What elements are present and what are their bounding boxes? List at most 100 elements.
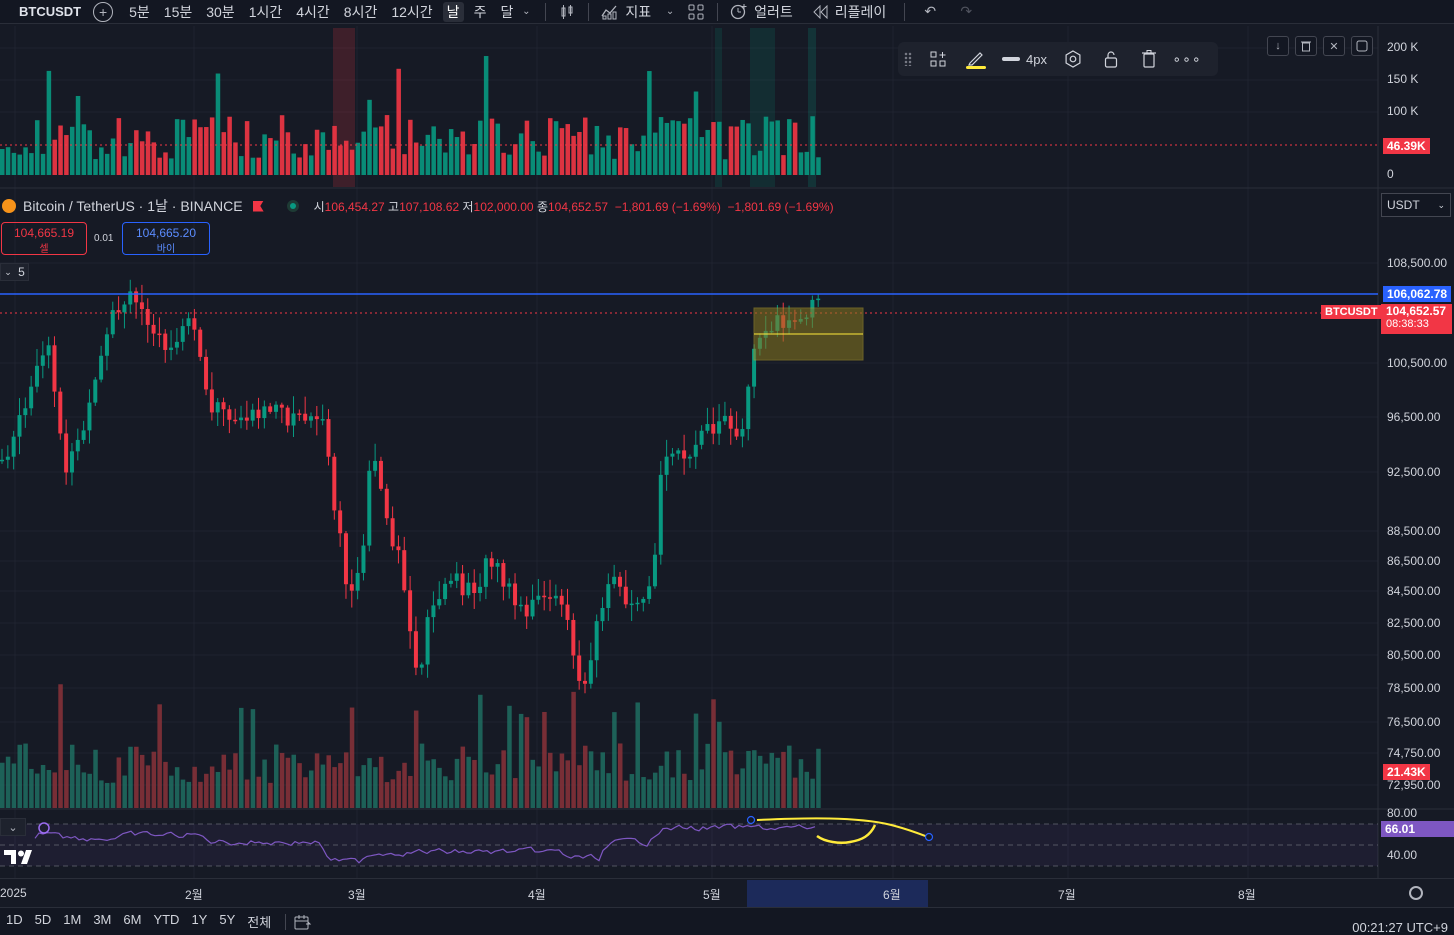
rsi-line [34, 823, 816, 864]
axis-label: 150 K [1387, 72, 1419, 86]
range-button-5[interactable]: YTD [153, 912, 180, 927]
clock-timezone[interactable]: 00:21:27 UTC+9 [1352, 920, 1448, 935]
candle-body [215, 402, 220, 413]
redo-icon[interactable]: ↷ [960, 3, 973, 19]
candle-body [186, 318, 191, 327]
time-axis[interactable]: 2025 2월 3월 4월 5월 6월 7월 8월 [0, 878, 1454, 907]
last-price: 104,652.57 [1386, 304, 1447, 318]
pencil-color-icon[interactable] [964, 47, 988, 71]
go-to-date-icon[interactable] [294, 914, 312, 930]
chevron-down-icon[interactable]: ⌄ [522, 6, 531, 17]
indicator-collapse-button[interactable]: ⌄ 5 [0, 263, 29, 281]
volume-overlay-bar [110, 782, 116, 808]
volume-overlay-bar [466, 756, 471, 808]
interval-1[interactable]: 15분 [163, 3, 193, 20]
rsi-collapse-button[interactable]: ⌄ [0, 818, 26, 836]
interval-4[interactable]: 4시간 [296, 3, 330, 20]
axis-label: 74,750.00 [1387, 746, 1441, 760]
volume-overlay-bar [169, 775, 174, 808]
range-button-4[interactable]: 6M [123, 912, 142, 927]
candle-body [693, 444, 698, 457]
interval-3[interactable]: 1시간 [248, 3, 283, 20]
range-button-3[interactable]: 3M [93, 912, 112, 927]
lock-icon[interactable] [1099, 47, 1123, 71]
more-options-icon[interactable]: ∘∘∘ [1172, 50, 1202, 67]
drag-handle-icon[interactable] [904, 52, 912, 66]
volume-bar [373, 127, 378, 175]
volume-bar [816, 157, 821, 175]
volume-overlay-bar [693, 713, 699, 808]
delete-pane-icon[interactable] [1295, 36, 1317, 56]
tradingview-logo[interactable] [4, 849, 38, 870]
replay-icon[interactable] [809, 2, 831, 22]
axis-label: 92,500.00 [1387, 465, 1441, 479]
candle-body [513, 583, 518, 606]
legend-title[interactable]: Bitcoin / TetherUS · 1날 · BINANCE [23, 198, 243, 214]
volume-bar [483, 56, 489, 176]
interval-2[interactable]: 30분 [206, 3, 235, 20]
line-width-picker[interactable]: 4px [1002, 52, 1047, 67]
volume-bar [641, 135, 646, 175]
volume-bar [402, 154, 407, 175]
candle-body [29, 386, 34, 409]
interval-0[interactable]: 5분 [129, 3, 150, 20]
candle-body [157, 333, 162, 336]
volume-bar [314, 129, 320, 175]
interval-9[interactable]: 달 [500, 3, 514, 20]
alert-button[interactable]: 얼러트 [754, 3, 793, 20]
range-button-8[interactable]: 전체 [247, 915, 272, 930]
compare-add-icon[interactable]: + [93, 1, 114, 22]
interval-6[interactable]: 12시간 [391, 3, 433, 20]
candle-body [542, 595, 547, 598]
interval-5[interactable]: 8시간 [343, 3, 378, 20]
indicators-button[interactable]: 지표 [625, 3, 652, 20]
interval-7[interactable]: 날 [442, 1, 464, 22]
volume-bar [448, 129, 454, 175]
interval-8[interactable]: 주 [473, 3, 487, 20]
undo-icon[interactable]: ↶ [924, 3, 937, 19]
range-button-6[interactable]: 1Y [191, 912, 208, 927]
range-button-0[interactable]: 1D [6, 912, 23, 927]
alert-clock-icon[interactable] [728, 2, 750, 22]
settings-gear-icon[interactable] [1061, 47, 1085, 71]
chevron-down-icon[interactable]: ⌄ [665, 6, 675, 17]
candle-body [559, 595, 564, 605]
range-button-7[interactable]: 5Y [219, 912, 236, 927]
volume-overlay-bar [542, 711, 547, 808]
collapse-pane-icon[interactable]: ✕ [1323, 36, 1345, 56]
trash-icon[interactable] [1137, 47, 1161, 71]
candle-body [577, 655, 582, 681]
range-button-1[interactable]: 5D [34, 912, 52, 927]
volume-bar [693, 91, 699, 175]
buy-price: 104,665.20 [135, 226, 197, 240]
volume-overlay-bar [198, 781, 203, 808]
flag-icon[interactable] [252, 200, 264, 212]
volume-bar [34, 120, 40, 175]
chart-settings-icon[interactable] [1409, 886, 1423, 900]
volume-bar [717, 121, 722, 175]
volume-overlay-bar [244, 779, 250, 808]
volume-bar [134, 130, 139, 175]
volume-overlay-bar [443, 776, 448, 808]
template-grid-icon[interactable] [926, 47, 950, 71]
replay-button[interactable]: 리플레이 [834, 3, 887, 20]
currency-select[interactable]: USDT ⌄ [1381, 193, 1451, 217]
candle-type-icon[interactable] [556, 2, 578, 22]
volume-bar [87, 130, 92, 175]
move-down-icon[interactable]: ↓ [1267, 36, 1289, 56]
symbol-search[interactable]: BTCUSDT [19, 4, 82, 19]
candle-body [303, 413, 308, 421]
buy-button[interactable]: 104,665.20 바이 [122, 222, 210, 255]
range-button-2[interactable]: 1M [63, 912, 82, 927]
indicators-icon[interactable] [599, 2, 621, 22]
sell-button[interactable]: 104,665.19 셀 [1, 222, 87, 255]
volume-bar [17, 154, 22, 175]
candle-body [600, 607, 605, 622]
volume-overlay-bar [40, 764, 46, 808]
price-chart-canvas[interactable] [0, 0, 1454, 878]
volume-overlay-bar [513, 778, 518, 808]
volume-overlay-bar [717, 721, 722, 808]
volume-bar [163, 152, 168, 175]
layout-grid-icon[interactable] [685, 2, 707, 22]
maximize-pane-icon[interactable] [1351, 36, 1373, 56]
